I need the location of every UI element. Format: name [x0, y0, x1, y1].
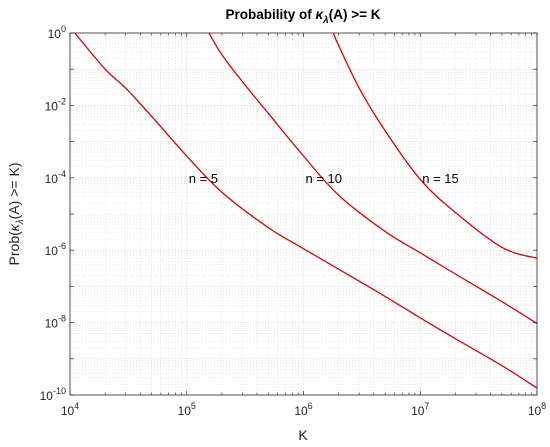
curve-annotation: n = 15 — [422, 171, 459, 186]
y-tick-label: 10-8 — [45, 314, 66, 331]
x-tick-label: 107 — [411, 401, 429, 418]
y-tick-label: 100 — [48, 24, 66, 41]
y-axis-label: Prob(κλ(A) >= K) — [6, 163, 26, 266]
curve-series-2 — [208, 32, 538, 324]
grid-lines — [70, 33, 537, 395]
curve-series-1 — [74, 32, 538, 389]
curve-series-3 — [332, 32, 538, 259]
major-ticks — [69, 32, 538, 396]
x-axis-label: K — [298, 427, 308, 443]
y-tick-label: 10-10 — [40, 386, 66, 403]
y-tick-label: 10-2 — [45, 96, 66, 113]
x-tick-label: 108 — [528, 401, 546, 418]
y-tick-labels: 10-10 10-8 10-6 10-4 10-2 100 — [40, 24, 66, 403]
y-tick-label: 10-6 — [45, 241, 66, 258]
curve-annotation: n = 10 — [306, 171, 343, 186]
curve-annotation: n = 5 — [189, 171, 218, 186]
x-tick-label: 104 — [61, 401, 79, 418]
curves — [74, 32, 538, 389]
y-tick-label: 10-4 — [45, 169, 66, 186]
x-tick-label: 106 — [294, 401, 312, 418]
x-tick-label: 105 — [178, 401, 196, 418]
minor-ticks — [104, 33, 532, 395]
x-tick-labels: 104 105 106 107 108 — [61, 401, 546, 418]
chart-title: Probability of κλ(A) >= K — [226, 7, 381, 26]
annotations: n = 5 n = 10 n = 15 — [189, 171, 459, 186]
